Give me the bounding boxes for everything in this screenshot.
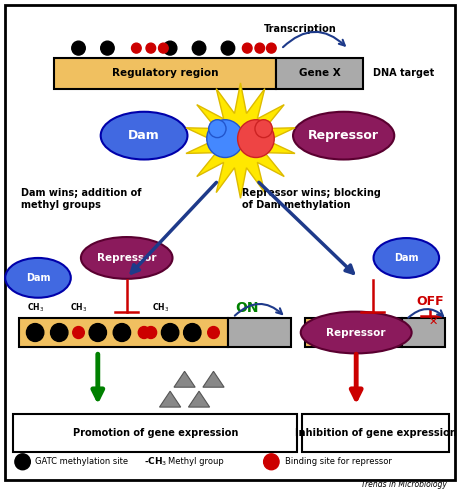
Text: OFF: OFF <box>417 295 444 308</box>
Circle shape <box>158 43 168 53</box>
Bar <box>305 317 401 348</box>
Circle shape <box>73 326 84 339</box>
Circle shape <box>146 43 155 53</box>
Polygon shape <box>186 83 295 198</box>
Text: Repressor: Repressor <box>327 327 386 338</box>
Circle shape <box>183 323 201 342</box>
Circle shape <box>100 41 114 55</box>
Bar <box>55 58 276 89</box>
Bar <box>228 317 291 348</box>
Ellipse shape <box>255 120 272 138</box>
Polygon shape <box>189 391 210 407</box>
Polygon shape <box>174 371 195 387</box>
Text: DNA target: DNA target <box>373 69 434 78</box>
Polygon shape <box>160 391 181 407</box>
Ellipse shape <box>237 120 274 157</box>
Text: Trends in Microbiology: Trends in Microbiology <box>361 480 447 489</box>
Circle shape <box>162 323 179 342</box>
Circle shape <box>264 454 279 470</box>
Ellipse shape <box>100 112 187 160</box>
Text: Regulatory region: Regulatory region <box>112 69 219 78</box>
Text: Dam: Dam <box>394 253 419 263</box>
Circle shape <box>145 326 156 339</box>
Polygon shape <box>203 371 224 387</box>
Text: Transcription: Transcription <box>264 24 337 34</box>
Text: Repressor wins; blocking
of Dam methylation: Repressor wins; blocking of Dam methylat… <box>242 188 381 210</box>
Bar <box>302 414 449 452</box>
Text: Binding site for repressor: Binding site for repressor <box>285 458 392 466</box>
Circle shape <box>138 326 150 339</box>
Ellipse shape <box>209 120 226 138</box>
Ellipse shape <box>5 258 71 298</box>
Circle shape <box>242 43 252 53</box>
Text: Promotion of gene expression: Promotion of gene expression <box>73 428 238 438</box>
Ellipse shape <box>207 120 243 157</box>
Circle shape <box>192 41 206 55</box>
Text: CH$_3$: CH$_3$ <box>152 301 169 314</box>
Bar <box>19 317 228 348</box>
Bar <box>401 317 445 348</box>
Text: Repressor: Repressor <box>97 253 156 263</box>
Circle shape <box>208 326 219 339</box>
Text: CH$_3$: CH$_3$ <box>27 301 44 314</box>
Circle shape <box>113 323 130 342</box>
Text: GATC methylation site: GATC methylation site <box>35 458 128 466</box>
Ellipse shape <box>374 238 439 278</box>
Text: CH$_3$: CH$_3$ <box>70 301 87 314</box>
Circle shape <box>132 43 141 53</box>
Bar <box>13 414 297 452</box>
Text: Repressor: Repressor <box>308 129 379 142</box>
Text: ✕: ✕ <box>428 317 438 326</box>
Text: Dam: Dam <box>26 273 50 283</box>
Text: Dam wins; addition of
methyl groups: Dam wins; addition of methyl groups <box>21 188 141 210</box>
Circle shape <box>15 454 30 470</box>
Text: Inhibition of gene expression: Inhibition of gene expression <box>295 428 456 438</box>
Text: ON: ON <box>236 301 259 315</box>
Ellipse shape <box>301 312 411 353</box>
Circle shape <box>221 41 235 55</box>
Circle shape <box>27 323 44 342</box>
Circle shape <box>89 323 107 342</box>
Circle shape <box>164 41 177 55</box>
Text: -CH$_3$: -CH$_3$ <box>144 456 167 468</box>
Circle shape <box>266 43 276 53</box>
Text: Dam: Dam <box>128 129 160 142</box>
Circle shape <box>51 323 68 342</box>
Circle shape <box>72 41 85 55</box>
Text: Gene X: Gene X <box>299 69 340 78</box>
Circle shape <box>255 43 264 53</box>
Ellipse shape <box>81 237 173 279</box>
Bar <box>276 58 363 89</box>
Ellipse shape <box>293 112 394 160</box>
Text: Methyl group: Methyl group <box>168 458 224 466</box>
